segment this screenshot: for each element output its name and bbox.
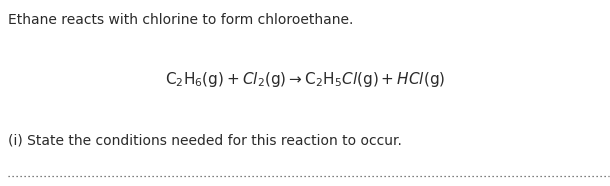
Text: $\mathregular{C}_\mathregular{2}\mathregular{H}_\mathregular{6}\mathregular{(g) : $\mathregular{C}_\mathregular{2}\mathreg…: [165, 70, 445, 89]
Text: Ethane reacts with chlorine to form chloroethane.: Ethane reacts with chlorine to form chlo…: [8, 13, 353, 27]
Text: (i) State the conditions needed for this reaction to occur.: (i) State the conditions needed for this…: [8, 134, 402, 148]
